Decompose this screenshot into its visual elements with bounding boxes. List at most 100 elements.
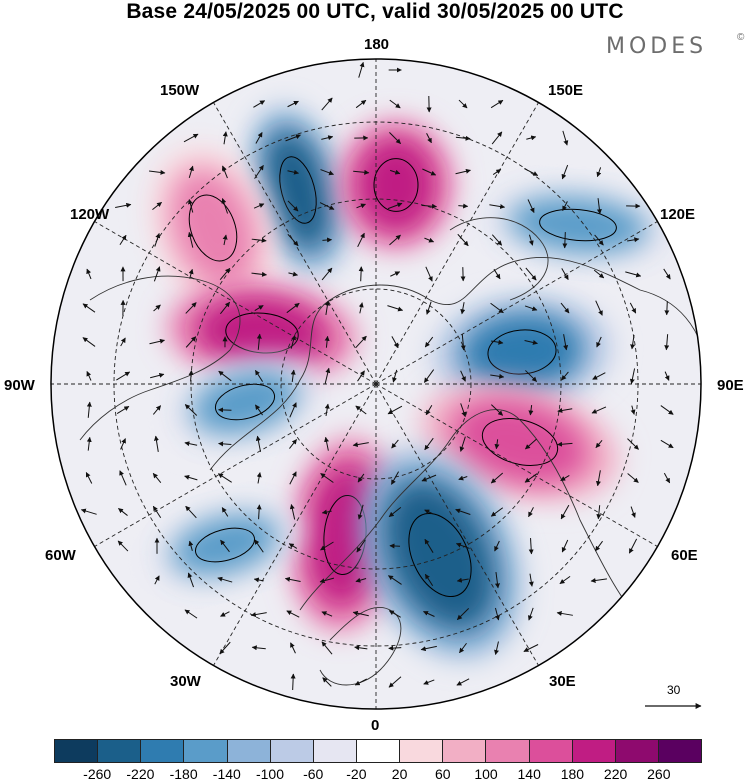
wind-vector: [288, 543, 298, 549]
wind-vector: [218, 441, 232, 447]
wind-vector: [255, 404, 263, 416]
wind-vector: [320, 169, 334, 176]
wind-vector: [527, 607, 534, 621]
wind-vector: [627, 438, 639, 450]
colorbar: [54, 739, 702, 763]
wind-vector: [557, 441, 573, 447]
wind-vector: [388, 610, 401, 618]
wind-vector: [663, 472, 671, 484]
wind-vector: [596, 198, 602, 215]
wind-vector: [525, 370, 537, 382]
wind-vector: [391, 336, 399, 349]
negative-anomaly: [250, 108, 346, 272]
wind-vector: [82, 337, 96, 347]
wind-vector: [596, 167, 602, 178]
wind-vector: [525, 267, 537, 281]
wind-vector: [254, 305, 264, 311]
wind-vector: [290, 642, 296, 654]
wind-vector: [490, 472, 504, 484]
wind-vector: [184, 475, 198, 481]
wind-vector: [321, 611, 333, 617]
wind-vector: [319, 577, 335, 584]
colorbar-tick-label: -140: [212, 766, 241, 782]
wind-vector: [154, 575, 160, 585]
colorbar-tick-label: 220: [603, 766, 628, 782]
colorbar-tick-label: -180: [169, 766, 198, 782]
wind-vector: [630, 335, 636, 350]
wind-vector: [355, 99, 367, 109]
meridian-line: [94, 383, 377, 547]
wind-vector: [490, 507, 504, 517]
wind-vector: [185, 505, 197, 519]
vector-scale-label: 30: [667, 683, 681, 697]
wind-vector: [254, 539, 264, 553]
wind-vector: [524, 168, 539, 176]
wind-vector: [285, 134, 301, 142]
wind-vector: [153, 435, 159, 452]
map-boundary: [50, 58, 702, 710]
lon-label-150w: 150W: [160, 82, 200, 99]
wind-vector: [527, 199, 535, 214]
wind-vector: [86, 371, 92, 381]
wind-vector: [388, 506, 402, 518]
wind-vector: [217, 576, 233, 583]
wind-vector: [324, 403, 330, 417]
wind-vector: [220, 611, 230, 617]
wind-vector: [456, 678, 470, 686]
wind-vector: [525, 438, 537, 450]
wind-vector: [528, 573, 534, 587]
wind-vector: [559, 575, 571, 585]
wind-vector: [250, 612, 267, 618]
wind-vector: [289, 503, 296, 520]
wind-vector: [288, 271, 299, 277]
wind-vector: [556, 610, 573, 616]
wind-vector: [490, 339, 504, 345]
wind-vector: [528, 234, 534, 246]
wind-vector: [494, 439, 500, 450]
wind-vector: [561, 164, 569, 180]
wind-vector: [319, 202, 335, 210]
wind-vector: [221, 507, 229, 517]
wind-vector: [455, 168, 471, 175]
wind-vector: [321, 97, 333, 111]
wind-vector: [594, 234, 604, 246]
wind-vector: [561, 371, 569, 381]
wind-vector: [321, 509, 332, 515]
wind-vector: [253, 577, 264, 583]
wind-vector: [287, 200, 299, 212]
wind-vector: [86, 436, 92, 451]
wind-vector: [356, 203, 366, 209]
colorbar-tick-label: 20: [391, 766, 408, 782]
colorbar-segment: [356, 740, 401, 762]
lon-label-90e: 90E: [717, 377, 744, 394]
wind-vector: [456, 608, 470, 620]
wind-vector: [287, 233, 299, 247]
positive-anomaly: [420, 383, 620, 501]
wind-vector: [528, 404, 534, 416]
wind-vector: [524, 305, 538, 311]
wind-vector: [460, 370, 466, 382]
wind-vector: [387, 202, 403, 210]
wind-vector: [524, 339, 538, 345]
lon-label-60w: 60W: [45, 547, 76, 564]
wind-vector: [457, 233, 469, 247]
map-title: Base 24/05/2025 00 UTC, valid 30/05/2025…: [126, 0, 624, 23]
wind-vector: [490, 302, 504, 314]
wind-vector: [596, 505, 602, 520]
lon-label-0: 0: [371, 717, 380, 734]
wind-vector: [152, 201, 162, 211]
wind-vector: [118, 508, 128, 516]
wind-vector: [256, 333, 262, 350]
wind-vector: [524, 473, 538, 483]
wind-vector: [389, 132, 401, 144]
wind-vector: [253, 203, 265, 209]
colorbar-segment: [529, 740, 573, 762]
wind-vector: [425, 404, 433, 416]
wind-vector: [222, 234, 228, 246]
wind-vector: [628, 538, 638, 554]
wind-vector: [116, 371, 131, 381]
meridian-line: [375, 383, 658, 547]
colorbar-segment: [400, 740, 444, 762]
wind-vector: [563, 334, 569, 351]
map-disk: [51, 59, 701, 709]
